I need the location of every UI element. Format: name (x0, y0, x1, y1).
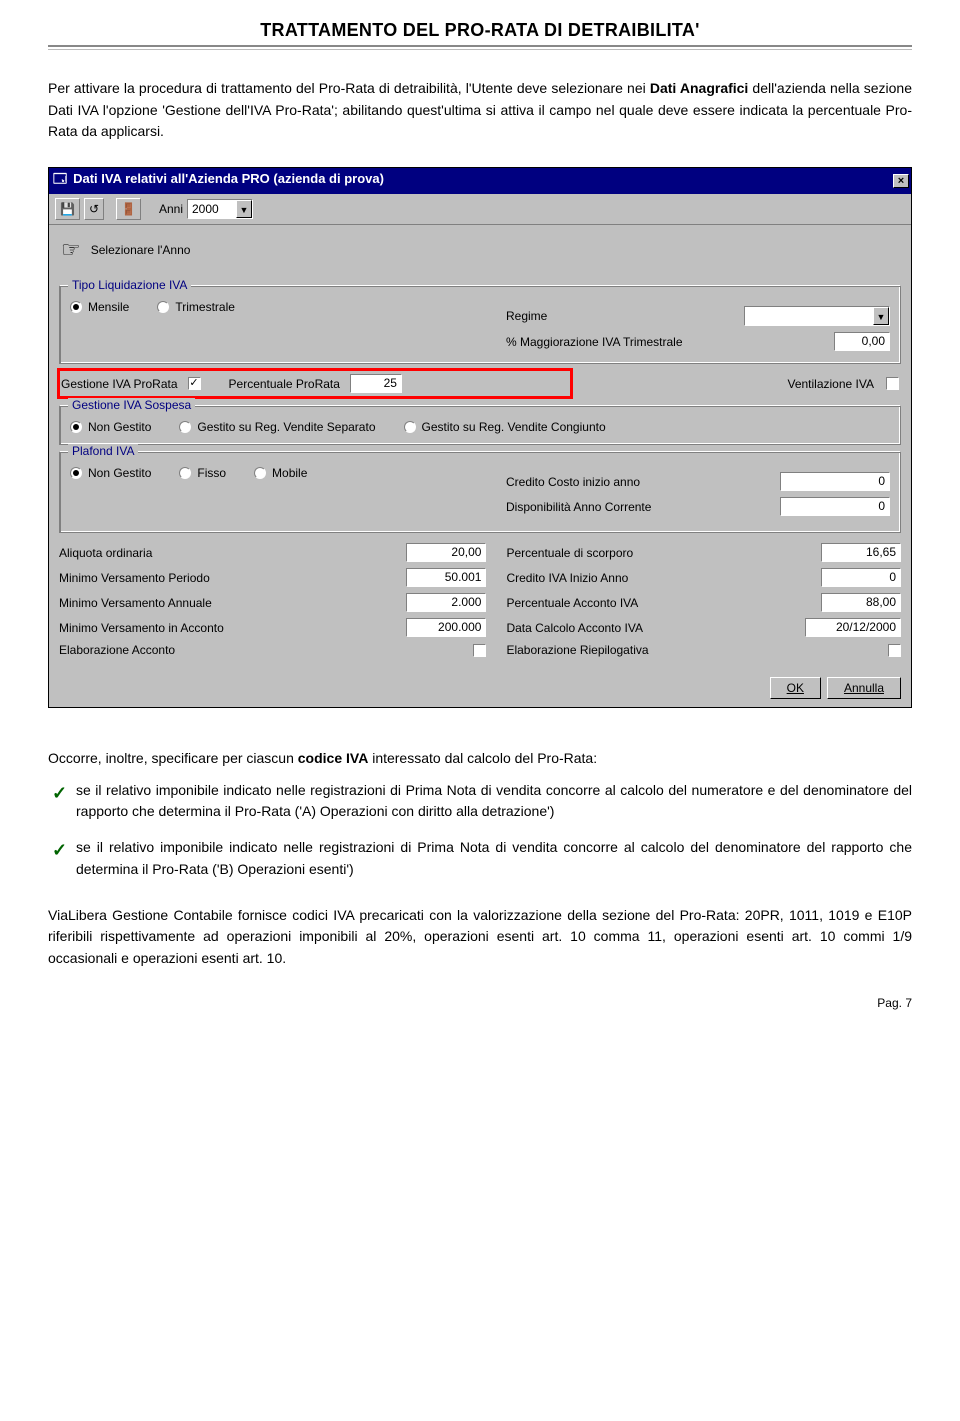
perc-prorata-label: Percentuale ProRata (229, 377, 340, 391)
elabriep-label: Elaborazione Riepilogativa (506, 643, 888, 657)
magg-value[interactable]: 0,00 (834, 332, 890, 351)
page-number: Pag. 7 (48, 996, 912, 1010)
window-title: 🗔Dati IVA relativi all'Azienda PRO (azie… (53, 170, 384, 192)
group-sospesa: Gestione IVA Sospesa Non Gestito Gestito… (59, 405, 901, 445)
elabacc-checkbox[interactable] (473, 644, 486, 657)
doc-title: TRATTAMENTO DEL PRO-RATA DI DETRAIBILITA… (48, 20, 912, 41)
radio-plafond-mobile[interactable]: Mobile (254, 466, 307, 480)
gestione-prorata-checkbox[interactable]: ✓ (188, 377, 201, 390)
elabriep-checkbox[interactable] (888, 644, 901, 657)
scorporo-value[interactable]: 16,65 (821, 543, 901, 562)
minacc-label: Minimo Versamento in Acconto (59, 621, 406, 635)
footer-paragraph: ViaLibera Gestione Contabile fornisce co… (48, 905, 912, 970)
chevron-down-icon[interactable]: ▼ (236, 200, 252, 218)
save-icon[interactable]: 💾 (55, 198, 80, 220)
ok-button[interactable]: OK (770, 677, 821, 699)
regime-combo[interactable]: ▼ (744, 306, 890, 326)
legend-sospesa: Gestione IVA Sospesa (68, 398, 195, 412)
credinizio-label: Credito IVA Inizio Anno (506, 571, 821, 585)
credcosto-value[interactable]: 0 (780, 472, 890, 491)
radio-plafond-fisso[interactable]: Fisso (179, 466, 226, 480)
title-rule (48, 45, 912, 47)
scorporo-label: Percentuale di scorporo (506, 546, 821, 560)
radio-plafond-nongestito[interactable]: Non Gestito (70, 466, 151, 480)
title-rule-thin (48, 49, 912, 50)
hand-icon: ☞ (61, 237, 81, 263)
credcosto-label: Credito Costo inizio anno (506, 475, 780, 489)
minacc-value[interactable]: 200.000 (406, 618, 486, 637)
aliquota-value[interactable]: 20,00 (406, 543, 486, 562)
anni-input[interactable] (188, 201, 236, 217)
group-tipo-liquidazione: Tipo Liquidazione IVA Mensile Trimestral… (59, 285, 901, 364)
close-icon[interactable]: × (893, 174, 909, 188)
anni-label: Anni (159, 202, 183, 216)
ventilazione-checkbox[interactable] (886, 377, 899, 390)
regime-input[interactable] (745, 308, 873, 324)
minann-value[interactable]: 2.000 (406, 593, 486, 612)
annulla-button[interactable]: Annulla (827, 677, 901, 699)
hint-text: Selezionare l'Anno (91, 243, 191, 257)
aliquota-label: Aliquota ordinaria (59, 546, 406, 560)
minann-label: Minimo Versamento Annuale (59, 596, 406, 610)
radio-trimestrale[interactable]: Trimestrale (157, 300, 235, 314)
regime-label: Regime (506, 309, 744, 323)
magg-label: % Maggiorazione IVA Trimestrale (506, 335, 834, 349)
disp-value[interactable]: 0 (780, 497, 890, 516)
radio-sospesa-separato[interactable]: Gestito su Reg. Vendite Separato (179, 420, 375, 434)
after-paragraph: Occorre, inoltre, specificare per ciascu… (48, 748, 912, 770)
minper-label: Minimo Versamento Periodo (59, 571, 406, 585)
chevron-down-icon[interactable]: ▼ (873, 307, 889, 325)
window-body: ☞ Selezionare l'Anno Tipo Liquidazione I… (49, 225, 911, 707)
percacc-label: Percentuale Acconto IVA (506, 596, 821, 610)
bullet-2: se il relativo imponibile indicato nelle… (76, 837, 912, 880)
legend-plafond: Plafond IVA (68, 444, 138, 458)
undo-icon[interactable]: ↺ (84, 198, 104, 220)
exit-icon[interactable]: 🚪 (116, 198, 141, 220)
radio-sospesa-nongestito[interactable]: Non Gestito (70, 420, 151, 434)
checklist: se il relativo imponibile indicato nelle… (48, 780, 912, 881)
radio-mensile[interactable]: Mensile (70, 300, 129, 314)
percacc-value[interactable]: 88,00 (821, 593, 901, 612)
datacalc-label: Data Calcolo Acconto IVA (506, 621, 805, 635)
perc-prorata-value[interactable]: 25 (350, 374, 402, 393)
radio-sospesa-congiunto[interactable]: Gestito su Reg. Vendite Congiunto (404, 420, 606, 434)
bullet-1: se il relativo imponibile indicato nelle… (76, 780, 912, 823)
ventilazione-label: Ventilazione IVA (787, 377, 874, 391)
titlebar: 🗔Dati IVA relativi all'Azienda PRO (azie… (49, 168, 911, 194)
minper-value[interactable]: 50.001 (406, 568, 486, 587)
credinizio-value[interactable]: 0 (821, 568, 901, 587)
gestione-prorata-label: Gestione IVA ProRata (61, 377, 178, 391)
intro-paragraph: Per attivare la procedura di trattamento… (48, 78, 912, 143)
legend-tipo-liq: Tipo Liquidazione IVA (68, 278, 191, 292)
dialog-window: 🗔Dati IVA relativi all'Azienda PRO (azie… (48, 167, 912, 708)
elabacc-label: Elaborazione Acconto (59, 643, 473, 657)
disp-label: Disponibilità Anno Corrente (506, 500, 780, 514)
anni-combo[interactable]: ▼ (187, 199, 253, 219)
group-plafond: Plafond IVA Non Gestito Fisso Mobile Cre… (59, 451, 901, 533)
toolbar: 💾 ↺ 🚪 Anni ▼ (49, 194, 911, 225)
datacalc-value[interactable]: 20/12/2000 (805, 618, 901, 637)
